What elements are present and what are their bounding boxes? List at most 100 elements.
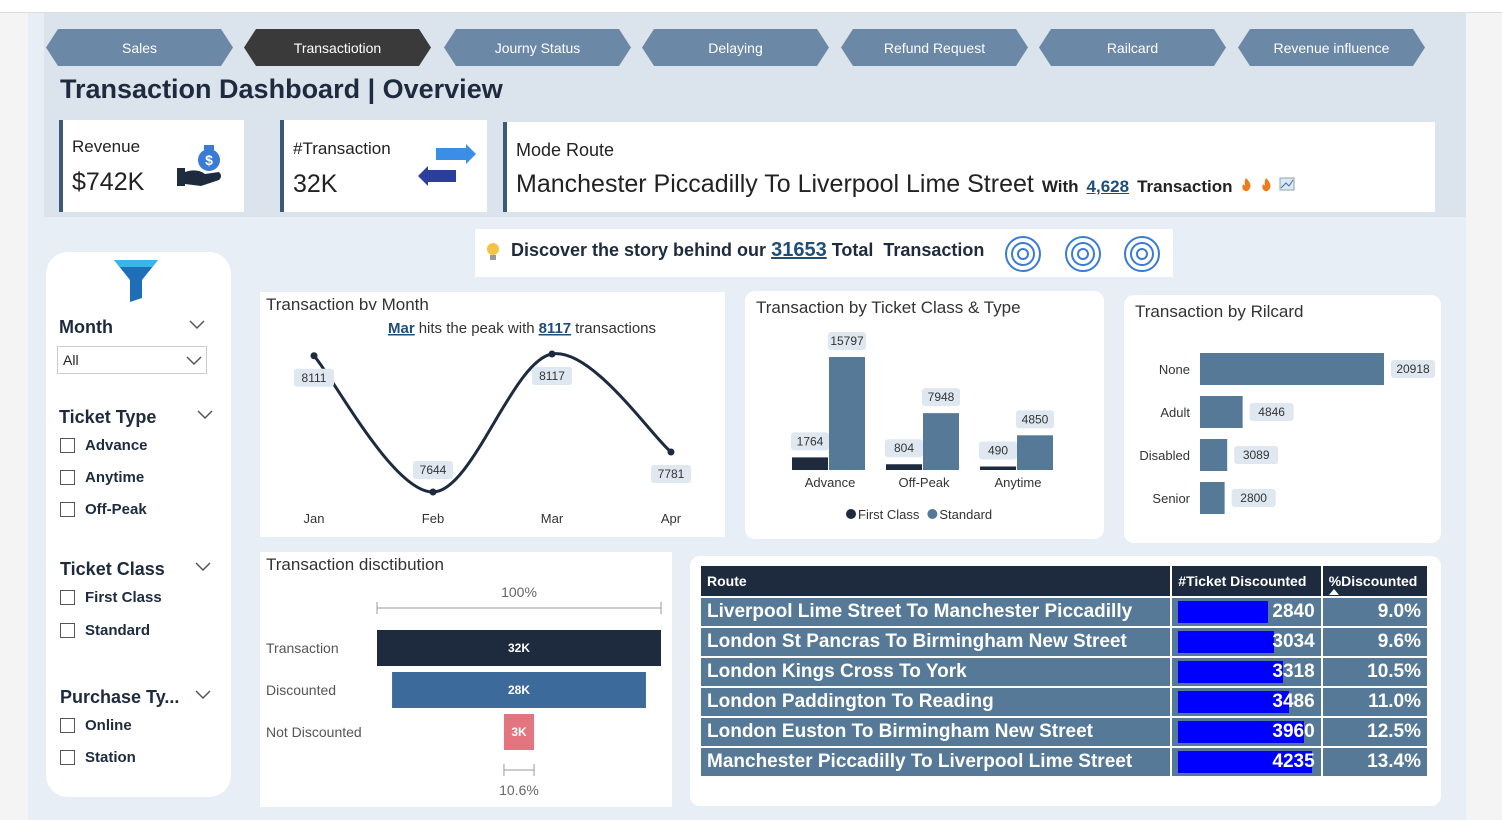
kpi-label: Mode Route <box>516 140 615 160</box>
checkbox[interactable] <box>60 750 75 765</box>
coin-icons <box>1005 236 1160 272</box>
bulb-icon <box>487 243 499 260</box>
label-bg <box>294 368 334 387</box>
nav-tab[interactable]: Transactiotion <box>244 29 431 66</box>
x-tick-label: Feb <box>422 511 444 526</box>
data-bar <box>1178 721 1304 743</box>
legend-label: First Class <box>858 507 920 522</box>
filter-icon <box>114 260 158 302</box>
data-label: 4846 <box>1258 405 1285 419</box>
checkbox[interactable] <box>60 438 75 453</box>
data-label: 3089 <box>1243 448 1270 462</box>
nav-tab[interactable]: Railcard <box>1039 29 1226 66</box>
filter-option[interactable]: Advance <box>60 437 148 454</box>
y-tick-label: Adult <box>1160 405 1190 420</box>
table-header: Route #Ticket Discounted %Discounted <box>698 564 1430 598</box>
nav-tab[interactable]: Refund Request <box>841 29 1028 66</box>
x-tick-label: Apr <box>661 511 682 526</box>
data-label: 1764 <box>797 434 824 448</box>
point <box>429 488 437 496</box>
nav-tab[interactable]: Journy Status <box>444 29 631 66</box>
label-bg <box>1234 446 1279 464</box>
nav-tab[interactable]: Sales <box>46 29 233 66</box>
filter-option[interactable]: Anytime <box>60 469 144 486</box>
count-value: 4235 <box>1272 751 1315 772</box>
data-label: 2800 <box>1240 491 1267 505</box>
data-bar <box>1178 601 1269 623</box>
checkbox[interactable] <box>60 623 75 638</box>
data-bar <box>1178 751 1313 773</box>
label-bg <box>791 432 829 451</box>
chevron[interactable] <box>195 690 211 700</box>
bar <box>886 464 922 470</box>
data-label: 15797 <box>830 334 864 348</box>
filter-option[interactable]: Off-Peak <box>60 501 147 518</box>
route-with: With <box>1041 177 1079 196</box>
nav-tab[interactable]: Delaying <box>642 29 829 66</box>
bar <box>923 413 959 470</box>
table-row: London Paddington To Reading 3486 11.0% <box>698 686 1430 718</box>
checkbox[interactable] <box>60 590 75 605</box>
month-dropdown[interactable]: All <box>57 346 207 374</box>
table-panel: Route #Ticket Discounted %Discounted Liver… <box>690 556 1441 806</box>
count-cell: 3486 <box>1170 686 1323 718</box>
fire-icons <box>1242 177 1295 192</box>
kpi-value: 32K <box>293 170 338 198</box>
filter-option[interactable]: Online <box>60 717 132 734</box>
story-text: Discover the story behind our 31653 Tota… <box>511 239 984 262</box>
kpi-card: Mode Route Manchester Piccadilly To Live… <box>503 122 1435 212</box>
nav-tab[interactable]: Revenue influence <box>1238 29 1425 66</box>
checkbox[interactable] <box>60 718 75 733</box>
filter-option[interactable]: Standard <box>60 622 150 639</box>
filter-option[interactable]: Station <box>60 749 136 766</box>
label-bg <box>532 367 572 385</box>
bar <box>503 714 535 750</box>
route-table: Route #Ticket Discounted %Discounted Liver… <box>698 564 1430 778</box>
legend-label: Standard <box>939 507 992 522</box>
dashboard-title: Transaction Dashboard | Overview <box>60 74 503 104</box>
table-row: London Kings Cross To York 3318 10.5% <box>698 656 1430 688</box>
chevron[interactable] <box>189 320 205 330</box>
label-bg <box>885 439 923 458</box>
label-bg <box>828 332 866 350</box>
x-tick-label: Anytime <box>995 475 1042 490</box>
percent-cell: 11.0% <box>1320 686 1430 718</box>
bar <box>377 630 661 666</box>
x-tick-label: Off-Peak <box>898 475 950 490</box>
chevron[interactable] <box>197 410 213 420</box>
svg-text:$: $ <box>205 152 213 168</box>
count-value: 2840 <box>1272 601 1315 622</box>
kpi-value: $742K <box>72 168 145 196</box>
label-bg <box>1231 489 1276 507</box>
kpi-card: Revenue $742K $ <box>59 120 244 212</box>
annotation-part: transactions <box>575 320 656 337</box>
checkbox[interactable] <box>60 502 75 517</box>
count-cell: 3034 <box>1170 626 1323 658</box>
filter-panel: Month All Ticket Type Advance Anytime Of… <box>46 252 231 797</box>
chart-title: Transaction by Rilcard <box>1135 302 1304 321</box>
percent-cell: 9.0% <box>1320 596 1430 628</box>
chevron[interactable] <box>195 562 211 572</box>
kpi-card: #Transaction 32K <box>280 120 487 212</box>
percent-cell: 13.4% <box>1320 746 1430 778</box>
checkbox[interactable] <box>60 470 75 485</box>
column-header: %Discounted <box>1320 564 1430 598</box>
chart-title: Transaction by Ticket Class & Type <box>756 298 1021 317</box>
story-prefix: Discover the story behind our <box>511 240 767 260</box>
story-total: 31653 <box>771 239 827 261</box>
column-header: #Ticket Discounted <box>1170 564 1323 598</box>
filter-option[interactable]: First Class <box>60 589 162 606</box>
bar <box>1200 482 1225 514</box>
filter-label: Ticket Type <box>59 407 157 427</box>
route-cell: Manchester Piccadilly To Liverpool Lime … <box>698 746 1173 778</box>
option-label: Off-Peak <box>85 501 147 518</box>
label-bg <box>979 441 1017 460</box>
count-cell: 3960 <box>1170 716 1323 748</box>
sort-indicator[interactable] <box>1328 589 1339 595</box>
chevron <box>186 356 202 366</box>
label-bg <box>413 461 453 479</box>
annotation: Mar hits the peak with 8117 transactions <box>388 320 656 337</box>
annotation-part: Mar <box>388 320 415 337</box>
